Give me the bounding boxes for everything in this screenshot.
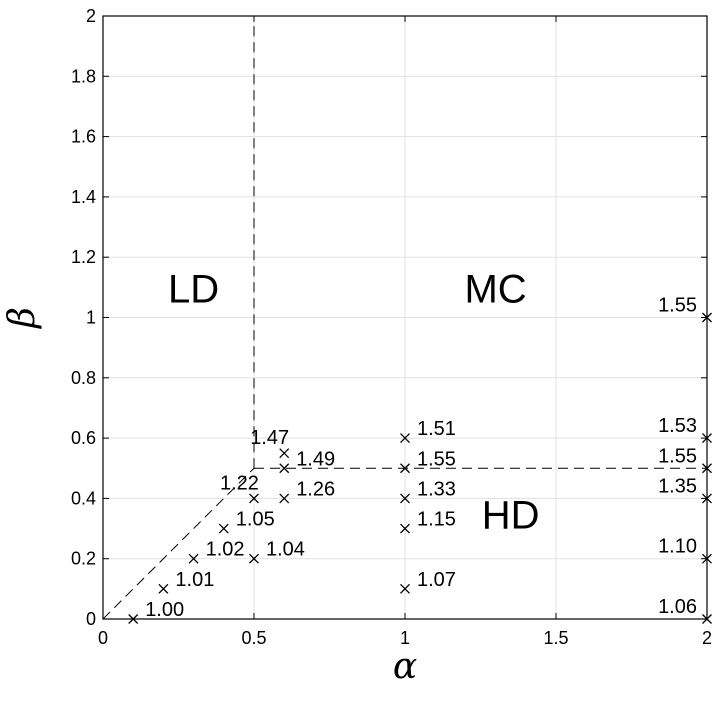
region-label-mc: MC [464, 267, 526, 311]
x-tick-label: 0 [98, 628, 108, 648]
y-tick-label: 0.8 [71, 368, 96, 388]
point-value-label: 1.01 [175, 569, 214, 591]
point-value-label: 1.55 [417, 448, 456, 470]
point-value-label: 1.51 [417, 418, 456, 440]
x-tick-label: 0.5 [241, 628, 266, 648]
point-value-label: 1.55 [658, 445, 697, 467]
point-value-label: 1.49 [296, 448, 335, 470]
y-axis-label: β [2, 307, 43, 330]
x-tick-label: 1 [400, 628, 410, 648]
point-value-label: 1.10 [658, 536, 697, 558]
point-value-label: 1.05 [236, 509, 275, 531]
point-value-label: 1.33 [417, 478, 456, 500]
x-tick-label: 2 [702, 628, 712, 648]
y-tick-label: 1.2 [71, 247, 96, 267]
y-tick-label: 0.4 [71, 488, 96, 508]
region-label-ld: LD [168, 267, 219, 311]
point-value-label: 1.04 [266, 539, 305, 561]
y-tick-label: 0.6 [71, 428, 96, 448]
point-value-label: 1.35 [658, 475, 697, 497]
region-label-hd: HD [482, 494, 540, 538]
point-value-label: 1.00 [145, 599, 184, 621]
y-tick-label: 2 [86, 6, 96, 26]
point-value-label: 1.02 [206, 539, 245, 561]
y-tick-label: 1.4 [71, 187, 96, 207]
point-value-label: 1.53 [658, 415, 697, 437]
point-value-label: 1.15 [417, 509, 456, 531]
y-tick-label: 1.6 [71, 127, 96, 147]
x-tick-label: 1.5 [543, 628, 568, 648]
y-tick-label: 0.2 [71, 549, 96, 569]
y-tick-label: 0 [86, 609, 96, 629]
x-axis-label: α [393, 646, 417, 687]
point-value-label: 1.22 [220, 472, 259, 494]
y-tick-label: 1 [86, 308, 96, 328]
point-value-label: 1.06 [658, 596, 697, 618]
point-value-label: 1.55 [658, 295, 697, 317]
point-value-label: 1.26 [296, 478, 335, 500]
point-value-label: 1.47 [250, 427, 289, 449]
y-tick-label: 1.8 [71, 66, 96, 86]
point-value-label: 1.07 [417, 569, 456, 591]
